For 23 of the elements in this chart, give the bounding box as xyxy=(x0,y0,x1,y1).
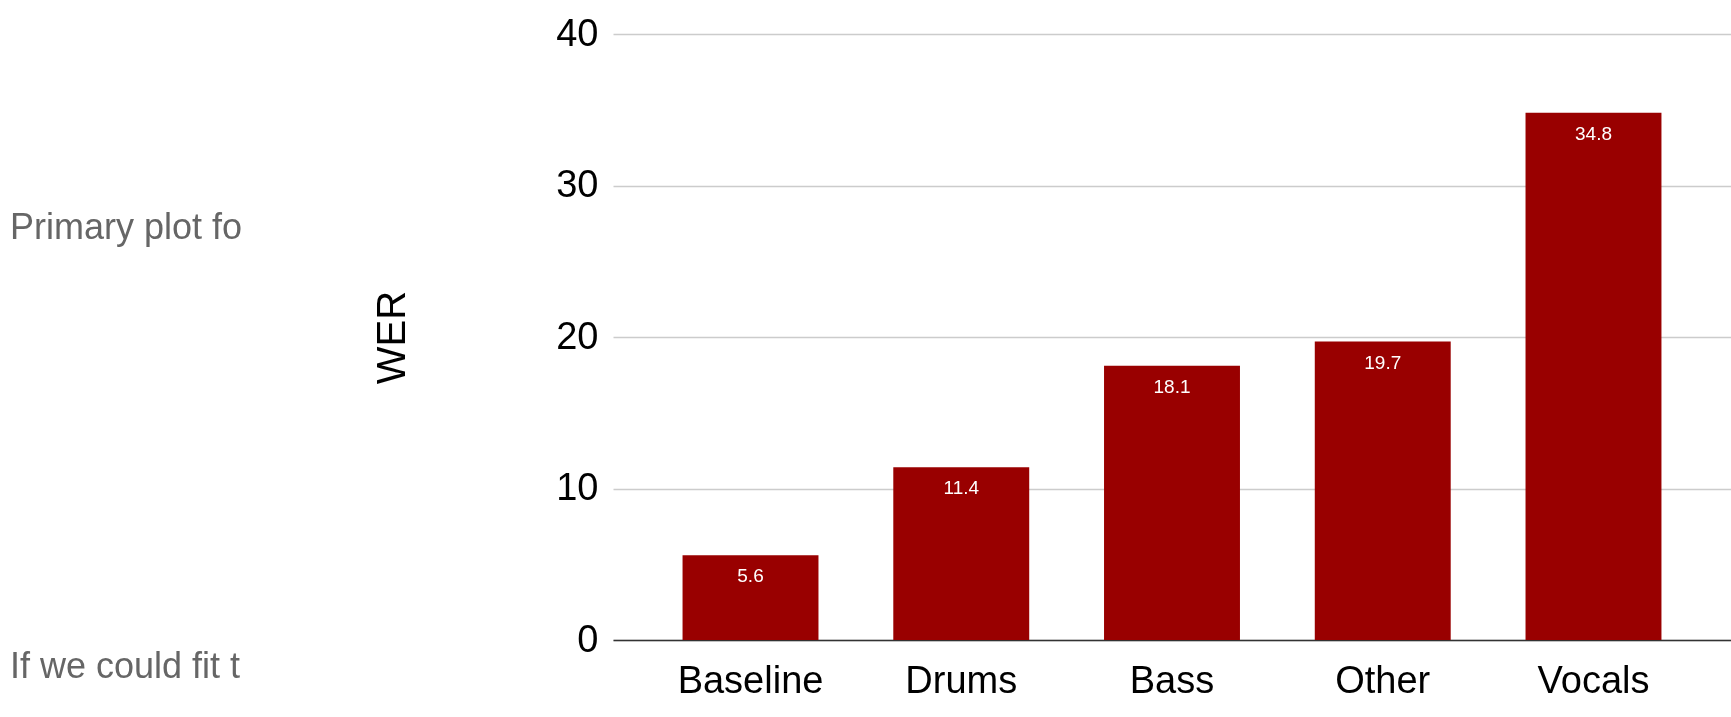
bar xyxy=(1314,341,1451,640)
data-label: 19.7 xyxy=(1364,351,1402,373)
y-tick-label: 20 xyxy=(556,314,599,357)
bar xyxy=(682,555,819,640)
bar xyxy=(1525,112,1662,640)
x-tick-label: Vocals xyxy=(1537,658,1650,701)
y-tick-label: 30 xyxy=(556,163,599,205)
x-tick-label: Other xyxy=(1335,658,1431,701)
y-tick-label: 0 xyxy=(577,617,599,660)
x-tick-label: Baseline xyxy=(677,658,824,701)
y-tick-label: 40 xyxy=(556,11,599,54)
text: Primary plot fo xyxy=(10,205,243,247)
y-axis-title: WER xyxy=(368,290,413,385)
x-tick-label: Drums xyxy=(905,658,1018,701)
x-tick-label: Bass xyxy=(1129,658,1215,701)
y-tick-label: 10 xyxy=(556,466,599,508)
bar xyxy=(1104,365,1240,640)
bar xyxy=(893,467,1030,640)
data-label: 5.6 xyxy=(737,565,764,587)
data-label: 34.8 xyxy=(1575,122,1612,144)
data-label: 18.1 xyxy=(1153,375,1191,397)
data-label: 11.4 xyxy=(943,477,980,499)
text: If we could fit t xyxy=(10,645,241,686)
